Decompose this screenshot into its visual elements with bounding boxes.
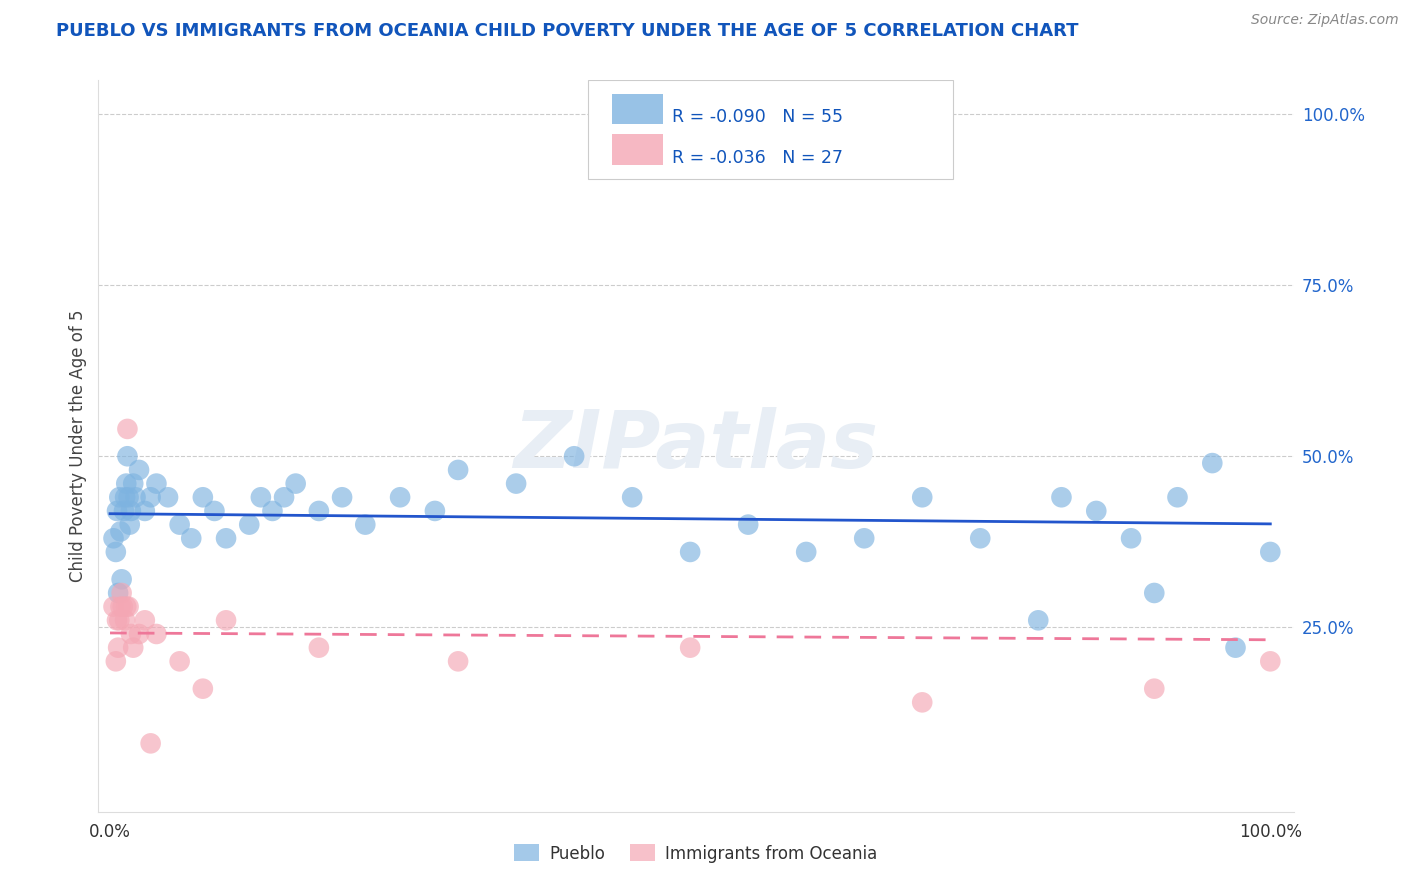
Point	[737, 517, 759, 532]
Point	[215, 613, 238, 627]
Point	[103, 531, 125, 545]
Point	[169, 654, 191, 668]
FancyBboxPatch shape	[613, 94, 662, 124]
Point	[107, 586, 129, 600]
Point	[124, 490, 146, 504]
Point	[191, 490, 214, 504]
Point	[423, 504, 446, 518]
Point	[262, 504, 284, 518]
Point	[308, 504, 330, 518]
Point	[447, 463, 470, 477]
Point	[273, 490, 295, 504]
Point	[145, 476, 167, 491]
Point	[104, 654, 127, 668]
Point	[1258, 654, 1281, 668]
Point	[122, 476, 145, 491]
Point	[1119, 531, 1142, 545]
Point	[1201, 456, 1223, 470]
Point	[505, 476, 527, 491]
Point	[562, 449, 585, 463]
Point	[134, 613, 156, 627]
Legend: Pueblo, Immigrants from Oceania: Pueblo, Immigrants from Oceania	[508, 838, 884, 869]
Text: ZIPatlas: ZIPatlas	[513, 407, 879, 485]
Point	[853, 531, 876, 545]
FancyBboxPatch shape	[613, 134, 662, 165]
Point	[117, 599, 139, 614]
Point	[180, 531, 202, 545]
Point	[128, 463, 150, 477]
Point	[1026, 613, 1049, 627]
Point	[117, 449, 139, 463]
Point	[105, 504, 128, 518]
Point	[115, 476, 138, 491]
Point	[108, 613, 131, 627]
Text: PUEBLO VS IMMIGRANTS FROM OCEANIA CHILD POVERTY UNDER THE AGE OF 5 CORRELATION C: PUEBLO VS IMMIGRANTS FROM OCEANIA CHILD …	[56, 22, 1078, 40]
Point	[118, 517, 141, 532]
Point	[1225, 640, 1247, 655]
Point	[284, 476, 307, 491]
Point	[117, 422, 139, 436]
Point	[679, 545, 702, 559]
Point	[1166, 490, 1188, 504]
Point	[1050, 490, 1073, 504]
Point	[108, 490, 131, 504]
Point	[1143, 586, 1166, 600]
Point	[215, 531, 238, 545]
Point	[1143, 681, 1166, 696]
FancyBboxPatch shape	[589, 80, 953, 179]
Point	[911, 695, 934, 709]
Point	[117, 490, 139, 504]
Point	[112, 504, 135, 518]
Point	[104, 545, 127, 559]
Point	[621, 490, 644, 504]
Point	[107, 640, 129, 655]
Point	[679, 640, 702, 655]
Text: Source: ZipAtlas.com: Source: ZipAtlas.com	[1251, 13, 1399, 28]
Point	[122, 640, 145, 655]
Point	[191, 681, 214, 696]
Text: R = -0.036   N = 27: R = -0.036 N = 27	[672, 149, 844, 167]
Point	[120, 627, 142, 641]
Point	[110, 599, 132, 614]
Point	[794, 545, 817, 559]
Point	[204, 504, 226, 518]
Point	[114, 613, 136, 627]
Point	[169, 517, 191, 532]
Point	[111, 572, 134, 586]
Point	[389, 490, 412, 504]
Point	[111, 599, 134, 614]
Point	[238, 517, 260, 532]
Point	[911, 490, 934, 504]
Point	[969, 531, 991, 545]
Point	[111, 586, 134, 600]
Point	[250, 490, 273, 504]
Point	[330, 490, 353, 504]
Point	[120, 504, 142, 518]
Point	[115, 599, 138, 614]
Point	[105, 613, 128, 627]
Point	[139, 490, 162, 504]
Point	[139, 736, 162, 750]
Point	[1085, 504, 1108, 518]
Point	[447, 654, 470, 668]
Point	[354, 517, 377, 532]
Point	[134, 504, 156, 518]
Point	[1258, 545, 1281, 559]
Point	[157, 490, 180, 504]
Point	[308, 640, 330, 655]
Text: R = -0.090   N = 55: R = -0.090 N = 55	[672, 109, 844, 127]
Point	[145, 627, 167, 641]
Y-axis label: Child Poverty Under the Age of 5: Child Poverty Under the Age of 5	[69, 310, 87, 582]
Point	[114, 490, 136, 504]
Point	[128, 627, 150, 641]
Point	[110, 524, 132, 539]
Point	[103, 599, 125, 614]
